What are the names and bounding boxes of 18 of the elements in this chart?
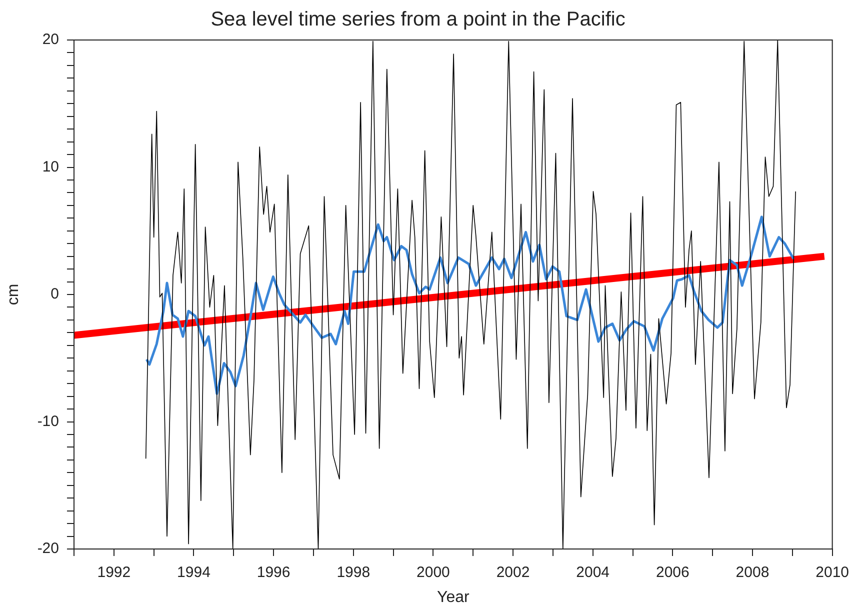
y-tick-label: 0 [50, 286, 59, 303]
y-tick-label: -20 [37, 540, 59, 558]
y-tick-label: 20 [42, 31, 59, 48]
y-tick-label: -10 [37, 412, 59, 430]
x-tick-label: 1994 [177, 564, 210, 582]
x-tick-label: 2004 [576, 564, 610, 582]
x-tick-label: 1992 [97, 564, 131, 582]
x-tick-label: 2000 [416, 564, 450, 582]
y-axis-title: cm [5, 284, 22, 306]
x-tick-label: 1996 [256, 564, 290, 582]
x-tick-label: 2008 [736, 564, 770, 582]
chart-title: Sea level time series from a point in the Pacific [210, 8, 626, 31]
x-axis-title: Year [436, 588, 470, 606]
x-tick-label: 2002 [496, 564, 530, 582]
y-tick-label: 10 [42, 158, 59, 176]
x-tick-label: 2010 [816, 564, 850, 582]
x-tick-label: 1998 [336, 564, 370, 582]
x-tick-label: 2006 [656, 564, 690, 582]
